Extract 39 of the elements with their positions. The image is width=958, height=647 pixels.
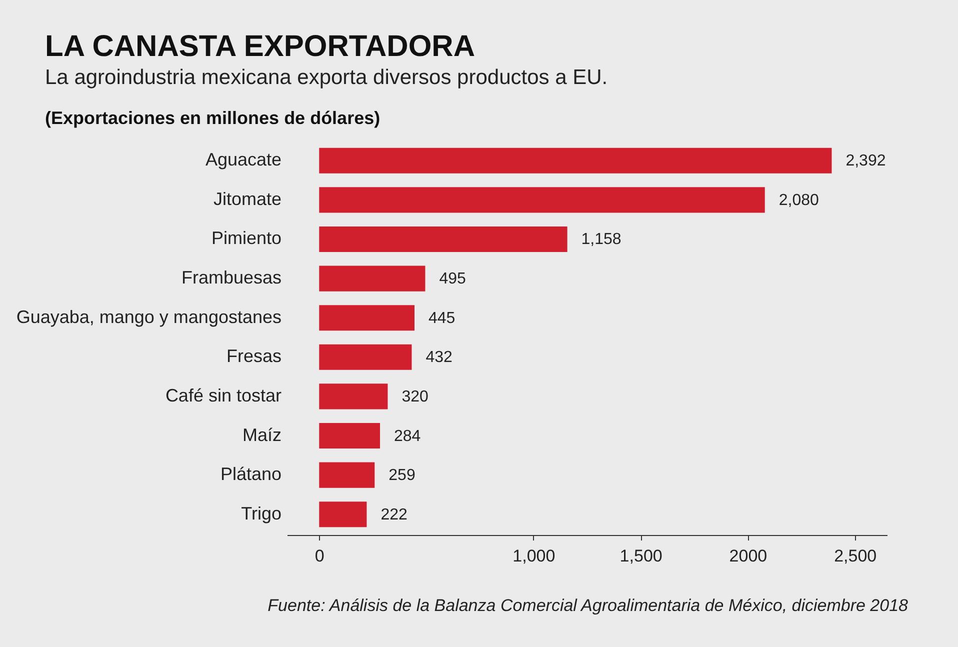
- y-tick-label: Plátano: [220, 464, 282, 484]
- x-tick-label: 2,500: [834, 546, 877, 566]
- y-tick-label: Trigo: [241, 503, 282, 524]
- y-tick-label: Frambuesas: [181, 268, 282, 288]
- bar: [319, 266, 426, 292]
- bar: [319, 226, 568, 252]
- bar: [319, 344, 412, 370]
- source-note: Fuente: Análisis de la Balanza Comercial Agroalimentaria de México, diciembre 2018: [268, 596, 908, 616]
- bar: [319, 187, 765, 213]
- data-label: 284: [394, 428, 421, 445]
- y-tick-label: Maíz: [242, 424, 282, 445]
- data-label: 2,392: [846, 152, 886, 170]
- y-tick-label: Pimiento: [211, 228, 282, 248]
- data-label: 445: [428, 310, 456, 327]
- chart-title: LA CANASTA EXPORTADORA: [45, 30, 475, 64]
- y-tick-label: Café sin tostar: [165, 385, 282, 406]
- x-tick-label: 2000: [729, 546, 768, 566]
- bar: [319, 384, 388, 410]
- text: (Exportaciones en millones de dólares): [45, 108, 380, 129]
- bar: [319, 422, 380, 449]
- data-label: 320: [402, 388, 429, 406]
- y-tick-label: Guayaba, mango y mangostanes: [16, 306, 282, 327]
- bar: [319, 462, 375, 488]
- y-tick-label: Fresas: [226, 346, 282, 366]
- chart-subtitle: La agroindustria mexicana exporta diversos productos a EU.: [45, 66, 608, 90]
- data-label: 1,158: [581, 231, 622, 248]
- data-label: 432: [426, 349, 453, 366]
- y-tick-label: Jitomate: [213, 188, 282, 209]
- x-tick-label: 1,500: [620, 546, 662, 566]
- y-tick-label: Aguacate: [205, 150, 282, 170]
- data-label: 495: [439, 270, 466, 288]
- x-tick-label: 1,000: [512, 546, 556, 566]
- x-tick-label: 0: [314, 546, 324, 566]
- bar: [319, 148, 832, 174]
- bar: [319, 502, 367, 528]
- data-label: 259: [388, 467, 416, 484]
- bar: [319, 305, 414, 331]
- data-label: 222: [380, 506, 408, 524]
- data-label: 2,080: [778, 192, 819, 209]
